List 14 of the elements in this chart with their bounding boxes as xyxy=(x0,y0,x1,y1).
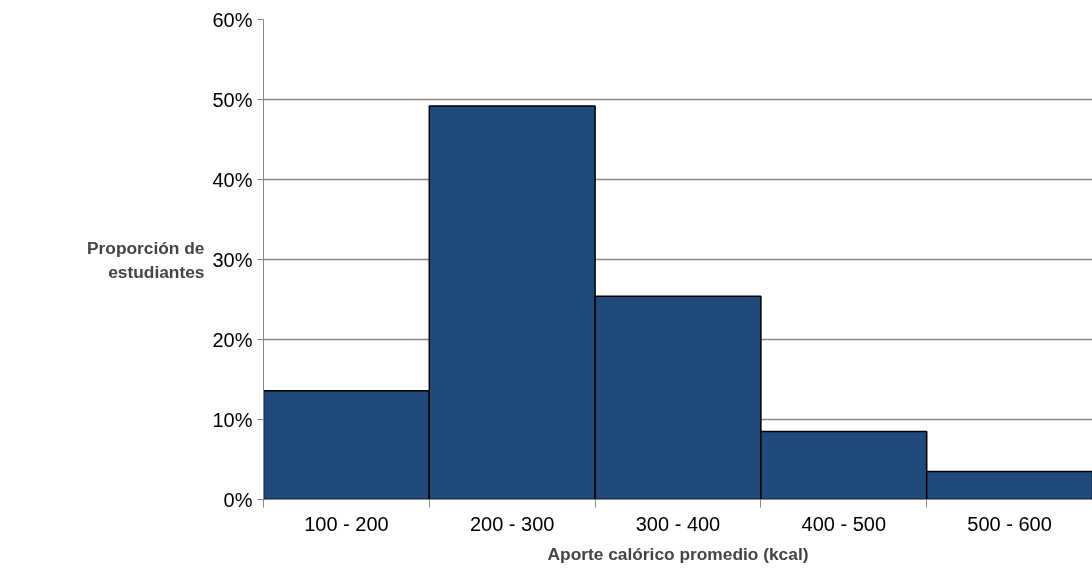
y-tick-label: 10% xyxy=(212,408,253,431)
x-tick-label: 100 - 200 xyxy=(304,512,389,535)
y-tick-label: 20% xyxy=(212,328,253,351)
y-tick-label: 60% xyxy=(212,8,253,31)
y-tick-label: 40% xyxy=(212,168,253,191)
y-tick-label: 0% xyxy=(223,488,253,511)
y-tick-label: 50% xyxy=(212,88,253,111)
y-tick-label: 30% xyxy=(212,248,253,271)
x-tick-label: 300 - 400 xyxy=(635,512,721,535)
x-tick-label: 500 - 600 xyxy=(967,512,1052,535)
y-axis-title: Proporción de estudiantes xyxy=(87,237,205,282)
x-tick-label: 200 - 300 xyxy=(469,512,555,535)
x-tick-label: 400 - 500 xyxy=(801,512,887,535)
x-axis-title: Aporte calórico promedio (kcal) xyxy=(547,543,809,564)
